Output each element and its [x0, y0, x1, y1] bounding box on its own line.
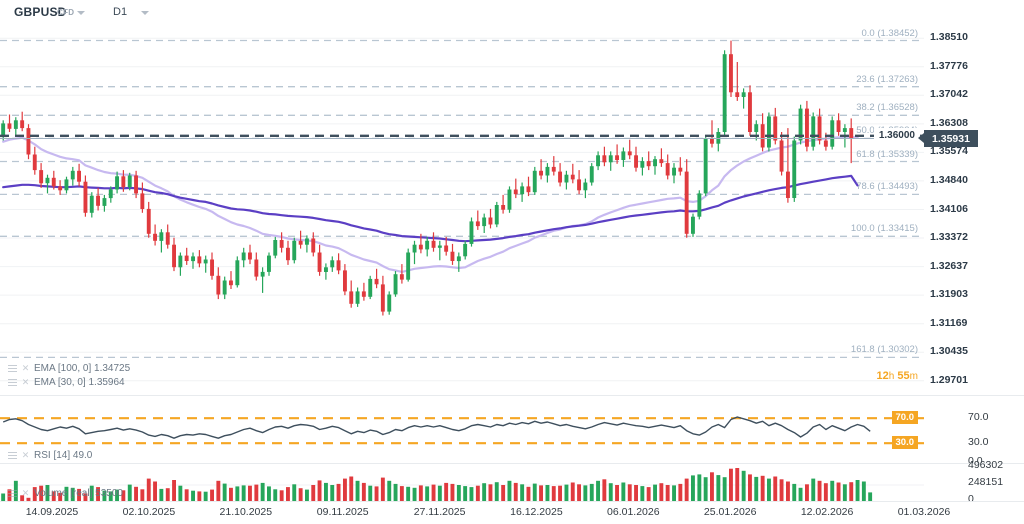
fibonacci-level-label: 0.0 (1.38452) — [861, 27, 918, 39]
price-axis-label: 1.31169 — [930, 316, 968, 329]
price-axis-label: 1.36308 — [930, 116, 968, 129]
price-plot-area[interactable]: 0.0 (1.38452) 23.6 (1.37263) 38.2 (1.36528… — [0, 24, 924, 395]
rsi-pane[interactable]: 70.0 30.0 70.0 30.0 0.0 ✕ RSI [14] 49.0 — [0, 395, 1024, 467]
legend-ema100[interactable]: ✕ EMA [100, 0] 1.34725 — [8, 363, 130, 374]
price-axis-label: 1.38510 — [930, 31, 968, 44]
legend-ema30[interactable]: ✕ EMA [30, 0] 1.35964 — [8, 377, 125, 388]
timeframe-label[interactable]: D1 — [113, 6, 128, 18]
price-chart-svg — [0, 37, 924, 382]
price-axis-label: 1.32637 — [930, 259, 968, 272]
price-axis-label: 1.30435 — [930, 345, 968, 358]
chart-header: GBPUSD CFD D1 — [0, 0, 1024, 24]
close-icon[interactable]: ✕ — [21, 450, 30, 460]
volume-chart-svg — [0, 468, 924, 502]
time-axis-label: 14.09.2025 — [25, 506, 79, 518]
volume-plot-area[interactable] — [0, 464, 924, 502]
time-axis-label: 16.12.2025 — [510, 506, 563, 518]
price-axis-label: 1.29701 — [930, 373, 968, 386]
fibonacci-level-label: 161.8 (1.30302) — [850, 344, 918, 356]
price-axis[interactable]: 1.38510 1.37776 1.37042 1.36308 1.35574 1.348… — [918, 24, 1024, 395]
volume-axis-label: 496302 — [968, 459, 1004, 471]
close-icon[interactable]: ✕ — [21, 377, 30, 387]
time-axis-label: 01.03.2026 — [897, 506, 951, 518]
bar-countdown: 12h 55m — [876, 370, 918, 382]
price-pane[interactable]: 0.0 (1.38452) 23.6 (1.37263) 38.2 (1.36528… — [0, 24, 1024, 395]
rsi-level-badge: 30.0 — [891, 436, 918, 450]
time-axis-label: 06.01.2026 — [607, 506, 660, 518]
symbol-type-label: CFD — [57, 8, 75, 17]
menu-icon[interactable] — [8, 451, 17, 460]
price-axis-label: 1.37776 — [930, 59, 968, 72]
volume-axis-label: 0 — [968, 493, 974, 505]
rsi-axis-label: 70.0 — [968, 411, 989, 424]
rsi-axis-label: 30.0 — [968, 436, 989, 449]
legend-volume-label: Volume [real] 53500 — [34, 488, 123, 499]
time-axis-label: 12.02.2026 — [800, 506, 854, 518]
legend-rsi[interactable]: ✕ RSI [14] 49.0 — [8, 450, 92, 461]
current-price-tag: 1.35931 — [918, 130, 978, 147]
price-axis-label: 1.35574 — [930, 145, 968, 158]
symbol-label[interactable]: GBPUSD — [14, 5, 67, 19]
close-icon[interactable]: ✕ — [21, 488, 30, 498]
volume-axis-label: 248151 — [968, 476, 1004, 488]
volume-axis[interactable]: 496302 248151 0 — [924, 459, 1024, 505]
fibonacci-level-label: 38.2 (1.36528) — [856, 102, 918, 114]
time-axis[interactable]: 14.09.2025 02.10.2025 21.10.2025 09.11.2025… — [0, 501, 1024, 524]
time-axis-label: 09.11.2025 — [316, 506, 369, 518]
symbol-chevron-down-icon[interactable] — [77, 11, 85, 15]
menu-icon[interactable] — [8, 364, 17, 373]
rsi-level-badge: 70.0 — [891, 411, 918, 425]
timeframe-chevron-down-icon[interactable] — [141, 11, 149, 15]
fibonacci-level-label: 78.6 (1.34493) — [856, 181, 918, 193]
time-axis-label: 25.01.2026 — [703, 506, 757, 518]
time-axis-label: 27.11.2025 — [413, 506, 466, 518]
fibonacci-level-label: 100.0 (1.33415) — [850, 223, 918, 235]
legend-rsi-label: RSI [14] 49.0 — [34, 450, 93, 461]
rsi-axis-label: 0.0 — [968, 455, 983, 467]
legend-ema30-label: EMA [30, 0] 1.35964 — [34, 377, 125, 388]
price-axis-label: 1.33372 — [930, 231, 968, 243]
menu-icon[interactable] — [8, 489, 17, 498]
rsi-plot-area[interactable]: 70.0 30.0 — [0, 396, 924, 464]
rsi-chart-svg — [0, 416, 924, 445]
price-axis-label: 1.34106 — [930, 202, 968, 215]
close-icon[interactable]: ✕ — [21, 363, 30, 373]
time-axis-label: 21.10.2025 — [219, 506, 273, 518]
legend-ema100-label: EMA [100, 0] 1.34725 — [34, 363, 131, 374]
price-level-tag: 1.36000 — [873, 127, 920, 143]
legend-volume[interactable]: ✕ Volume [real] 53500 — [8, 488, 123, 499]
menu-icon[interactable] — [8, 378, 17, 387]
volume-pane[interactable]: 496302 248151 0 ✕ Volume [real] 53500 — [0, 459, 1024, 505]
price-axis-label: 1.34840 — [930, 173, 968, 186]
price-axis-label: 1.37042 — [930, 88, 968, 101]
rsi-axis[interactable]: 70.0 30.0 0.0 — [924, 396, 1024, 467]
time-axis-label: 02.10.2025 — [122, 506, 176, 518]
fibonacci-level-label: 23.6 (1.37263) — [856, 73, 918, 85]
price-axis-label: 1.31903 — [930, 288, 968, 301]
fibonacci-level-label: 61.8 (1.35339) — [856, 148, 918, 160]
